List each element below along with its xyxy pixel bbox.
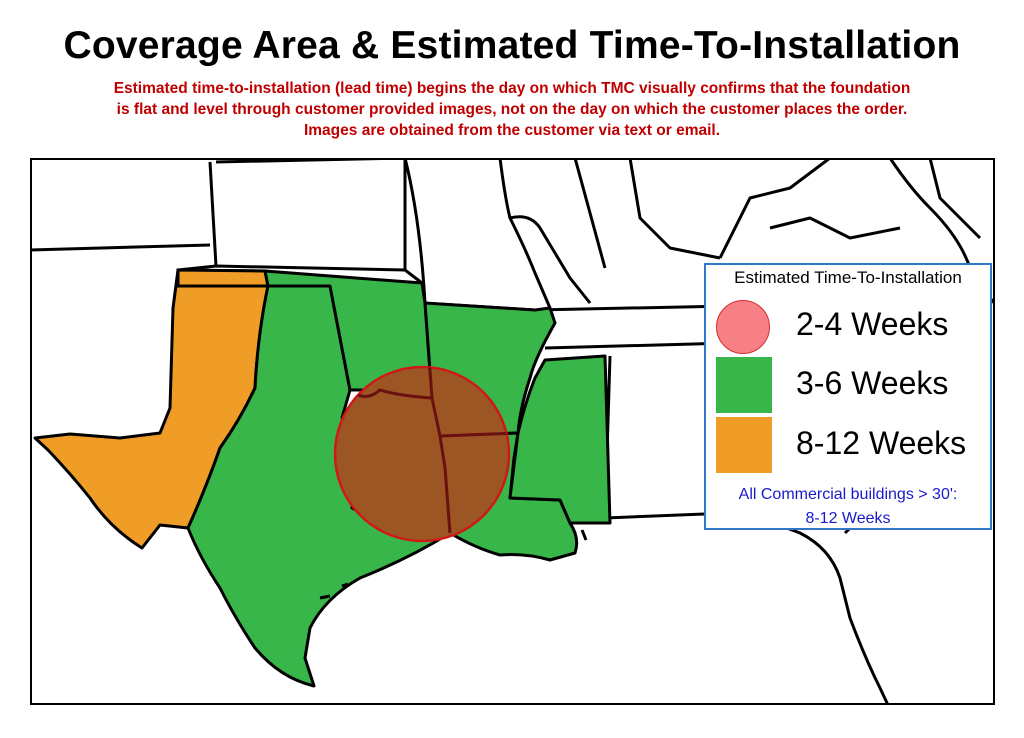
border-oh-wv xyxy=(628,158,721,260)
border-ne-ks xyxy=(215,158,406,164)
coastal-islands xyxy=(319,529,588,600)
border-in-oh xyxy=(573,158,607,269)
legend-item-3-6-weeks: 3-6 Weeks xyxy=(714,357,990,415)
page-title: Coverage Area & Estimated Time-To-Instal… xyxy=(63,24,961,67)
border-va xyxy=(718,158,831,259)
border-missouri-west xyxy=(403,158,427,304)
borders-inside-zone xyxy=(349,367,509,534)
commercial-note-line-2: 8-12 Weeks xyxy=(805,510,891,527)
commercial-buildings-note: All Commercial buildings > 30': 8-12 Wee… xyxy=(706,483,990,531)
border-tennessee-south xyxy=(544,341,731,350)
mississippi-region xyxy=(508,354,612,525)
florida-coast xyxy=(729,511,890,705)
border-co-ks xyxy=(208,161,218,267)
lead-time-note-line-3: Images are obtained from the customer vi… xyxy=(303,122,721,139)
border-chesapeake xyxy=(928,158,982,240)
border-colorado-line xyxy=(30,243,211,252)
legend-swatch-orange xyxy=(716,417,772,473)
legend-title: Estimated Time-To-Installation xyxy=(734,268,962,287)
border-ky xyxy=(509,215,592,304)
lead-time-note: Estimated time-to-installation (lead tim… xyxy=(20,78,1004,141)
lead-time-note-line-1: Estimated time-to-installation (lead tim… xyxy=(113,80,911,97)
legend-swatch-circle xyxy=(716,300,770,354)
two-to-four-weeks-zone xyxy=(333,365,511,543)
legend-item-label: 3-6 Weeks xyxy=(796,365,949,401)
legend-swatch-green xyxy=(716,357,772,413)
legend-item-label: 8-12 Weeks xyxy=(796,425,967,461)
oklahoma-panhandle-region xyxy=(176,268,270,288)
legend-item-label: 2-4 Weeks xyxy=(796,306,949,342)
lead-time-note-line-2: is flat and level through customer provi… xyxy=(116,101,908,118)
legend: Estimated Time-To-Installation 2-4 Weeks… xyxy=(704,263,992,530)
commercial-note-line-1: All Commercial buildings > 30': xyxy=(738,486,958,503)
border-tennessee-north xyxy=(534,304,731,312)
legend-item-2-4-weeks: 2-4 Weeks xyxy=(714,298,990,356)
legend-item-8-12-weeks: 8-12 Weeks xyxy=(714,417,990,475)
border-va-nc xyxy=(769,216,901,240)
east-coast-north xyxy=(888,158,972,269)
